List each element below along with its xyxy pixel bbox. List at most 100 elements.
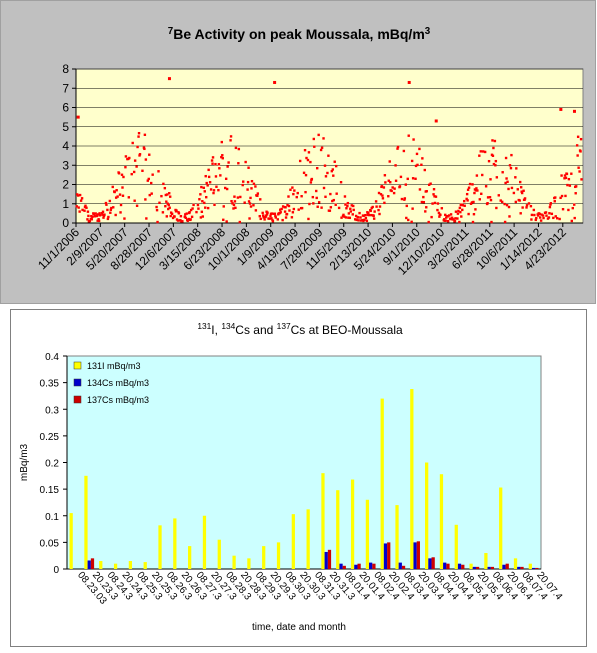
data-point: [566, 183, 569, 187]
data-point: [411, 207, 414, 210]
data-point: [574, 185, 578, 188]
data-point: [454, 217, 457, 220]
plot-area: [66, 355, 542, 570]
data-point: [207, 175, 211, 179]
data-point: [427, 183, 431, 187]
data-point: [167, 203, 170, 207]
bar-1: [354, 564, 358, 569]
data-point: [427, 220, 430, 224]
data-point: [227, 161, 230, 164]
data-point: [256, 192, 260, 195]
data-point: [369, 209, 372, 213]
data-point: [312, 137, 316, 141]
data-point: [130, 172, 133, 176]
data-point: [310, 177, 314, 181]
data-point: [198, 198, 201, 201]
data-point: [573, 203, 576, 206]
data-point: [407, 218, 410, 222]
data-point: [214, 175, 218, 178]
legend-swatch: [73, 361, 82, 370]
bar-0: [99, 561, 103, 569]
data-point: [97, 219, 101, 223]
data-point: [186, 219, 189, 223]
data-point: [92, 212, 95, 216]
data-point: [554, 196, 557, 199]
data-point: [458, 220, 461, 224]
data-point: [117, 172, 121, 175]
data-point: [500, 200, 504, 204]
bar-0: [454, 524, 458, 569]
bar-1: [398, 562, 402, 569]
data-point: [144, 158, 148, 161]
data-point: [344, 216, 348, 219]
data-point: [259, 198, 262, 201]
data-point: [283, 210, 287, 213]
data-point: [367, 211, 370, 215]
data-point: [233, 195, 236, 198]
data-point: [306, 158, 310, 162]
data-point: [425, 206, 428, 209]
data-point: [545, 214, 548, 217]
data-point: [444, 219, 447, 222]
data-point: [169, 211, 173, 214]
data-point: [352, 208, 355, 212]
data-point: [373, 210, 376, 213]
data-point: [239, 195, 242, 199]
data-point: [403, 197, 407, 200]
data-point: [578, 170, 581, 173]
data-point: [430, 215, 433, 219]
data-point-peak: [434, 119, 438, 123]
data-point: [334, 203, 337, 206]
data-point: [258, 214, 261, 218]
data-point: [394, 179, 398, 182]
data-point: [329, 192, 332, 196]
data-point: [343, 195, 347, 198]
bar-2: [431, 557, 435, 569]
data-point: [472, 213, 476, 216]
bar-1: [517, 566, 521, 569]
data-point: [81, 208, 84, 212]
data-point: [412, 138, 415, 141]
bar-2: [446, 563, 450, 569]
data-point: [188, 210, 191, 214]
data-point: [353, 218, 357, 221]
data-point: [164, 193, 168, 197]
bar-0: [158, 525, 162, 569]
data-point: [309, 160, 312, 164]
data-point: [287, 204, 291, 208]
bar-1: [413, 542, 417, 569]
data-point: [83, 205, 87, 209]
data-point: [237, 147, 241, 151]
bar-0: [128, 561, 133, 569]
data-point: [396, 145, 400, 149]
data-point: [187, 217, 190, 221]
data-point: [234, 206, 237, 210]
data-point: [249, 196, 252, 200]
data-point: [86, 218, 89, 221]
data-point: [535, 216, 538, 220]
data-point: [570, 219, 574, 223]
data-point: [387, 179, 390, 182]
data-point: [574, 192, 577, 195]
data-point: [221, 154, 224, 157]
data-point: [164, 205, 167, 208]
data-point: [202, 186, 205, 190]
data-point: [523, 198, 526, 201]
data-point: [490, 220, 493, 224]
data-point: [143, 147, 146, 151]
data-point: [399, 175, 403, 179]
data-point: [80, 197, 84, 200]
data-point: [145, 217, 148, 220]
data-point: [128, 156, 131, 160]
data-point: [461, 208, 464, 212]
data-point: [200, 210, 204, 214]
data-point: [76, 194, 80, 197]
data-point: [271, 219, 275, 223]
bar-1: [369, 562, 373, 569]
data-point: [302, 171, 306, 175]
data-point: [123, 217, 126, 220]
data-point: [493, 139, 497, 143]
data-point: [568, 184, 572, 187]
data-point: [331, 199, 334, 203]
data-point: [432, 193, 435, 196]
